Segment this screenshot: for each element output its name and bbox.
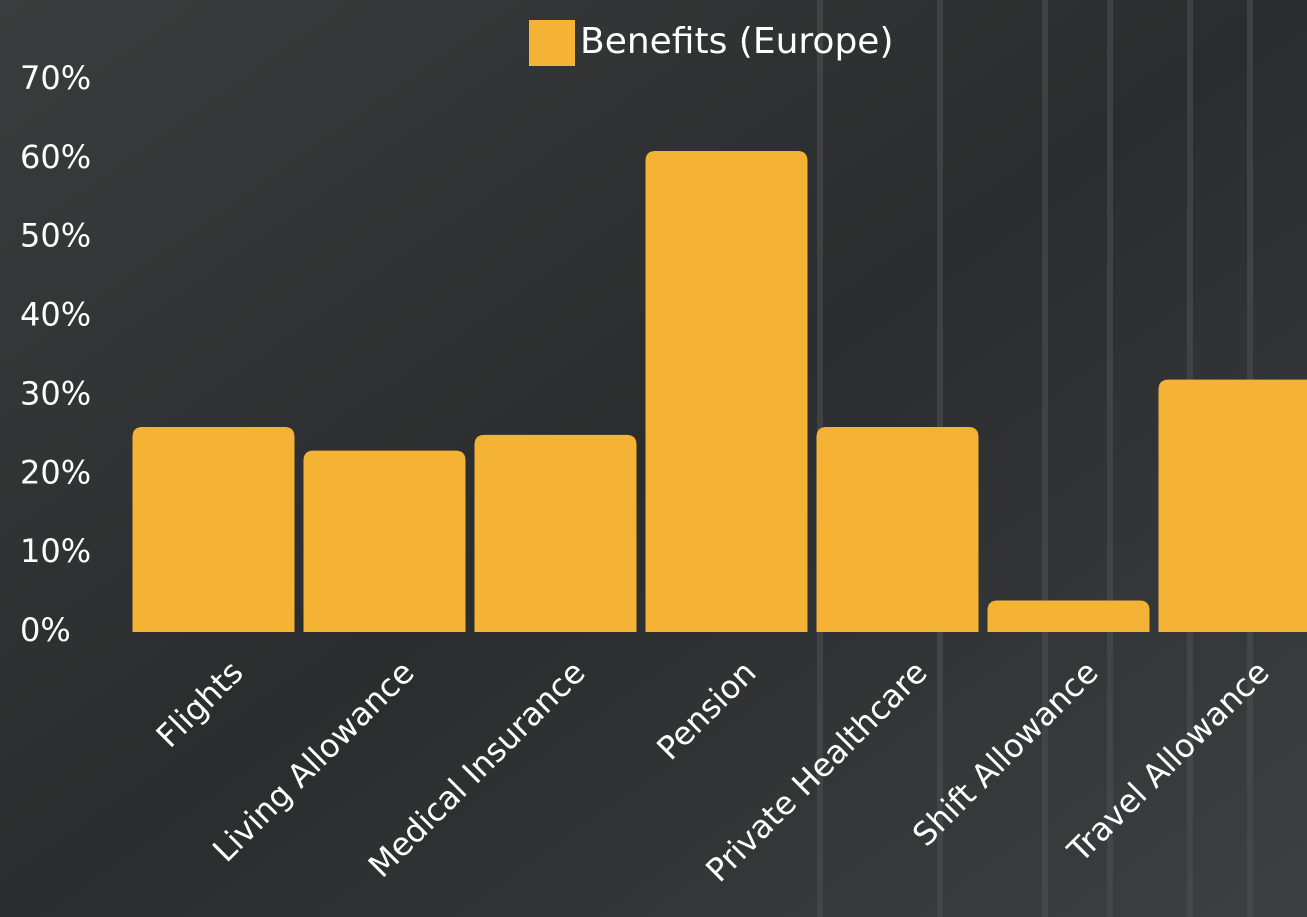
y-tick-label: 30% <box>20 374 91 412</box>
y-tick-label: 20% <box>20 453 91 491</box>
legend-swatch <box>529 20 575 66</box>
bar <box>987 600 1150 632</box>
bar <box>132 426 295 632</box>
y-tick-label: 60% <box>20 138 91 176</box>
bar <box>1158 379 1307 632</box>
y-tick-label: 70% <box>20 59 91 97</box>
bar <box>645 150 808 632</box>
y-tick-label: 50% <box>20 217 91 255</box>
y-tick-label: 40% <box>20 296 91 334</box>
y-tick-label: 0% <box>20 611 71 649</box>
bar <box>303 450 466 632</box>
bar <box>816 426 979 632</box>
legend-label: Benefits (Europe) <box>580 21 894 62</box>
y-tick-label: 10% <box>20 532 91 570</box>
bar <box>474 434 637 632</box>
